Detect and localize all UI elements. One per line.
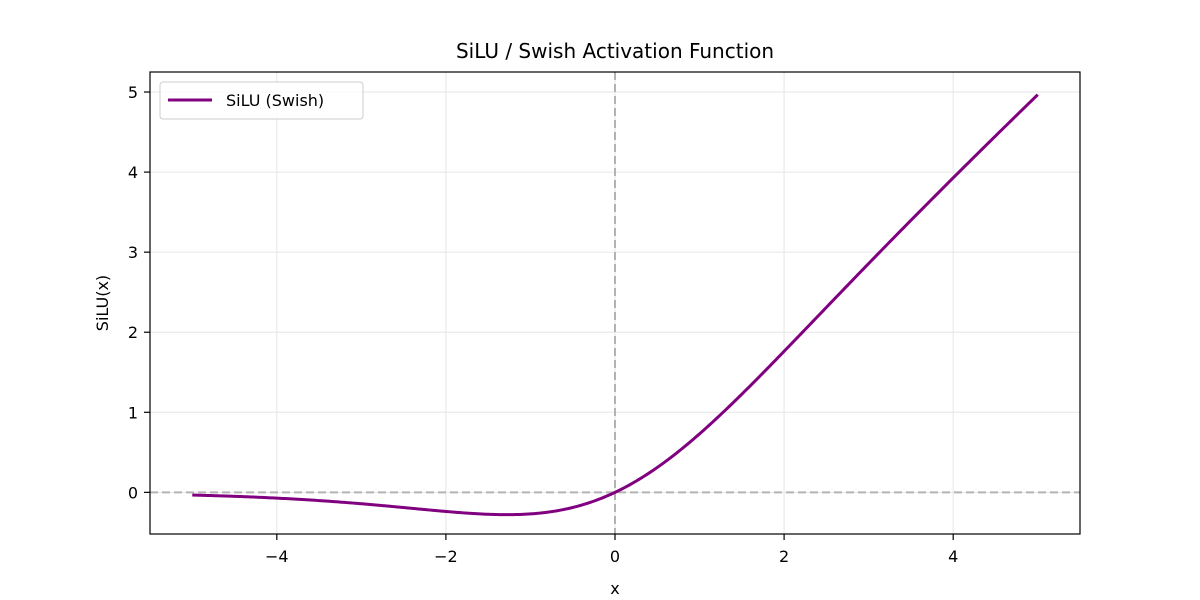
y-tick-label: 0 xyxy=(128,483,138,502)
legend-label: SiLU (Swish) xyxy=(226,91,324,110)
y-tick-label: 2 xyxy=(128,323,138,342)
reference-lines xyxy=(150,72,1080,534)
legend: SiLU (Swish) xyxy=(159,81,364,120)
y-tick-label: 3 xyxy=(128,243,138,262)
x-axis-ticks: −4 −2 0 2 4 xyxy=(265,534,958,566)
x-tick-label: −2 xyxy=(434,547,458,566)
silu-curve xyxy=(192,93,1039,517)
x-tick-label: −4 xyxy=(265,547,289,566)
legend-box xyxy=(159,81,364,120)
y-tick-label: 1 xyxy=(128,403,138,422)
x-tick-label: 2 xyxy=(779,547,789,566)
y-tick-label: 4 xyxy=(128,163,138,182)
x-tick-label: 4 xyxy=(948,547,958,566)
y-axis-ticks: 0 1 2 3 4 5 xyxy=(128,83,150,502)
y-tick-label: 5 xyxy=(128,83,138,102)
y-axis-label: SiLU(x) xyxy=(93,275,112,331)
chart-title: SiLU / Swish Activation Function xyxy=(456,39,774,63)
x-tick-label: 0 xyxy=(610,547,620,566)
series-layer xyxy=(192,93,1039,517)
x-axis-label: x xyxy=(610,579,619,598)
